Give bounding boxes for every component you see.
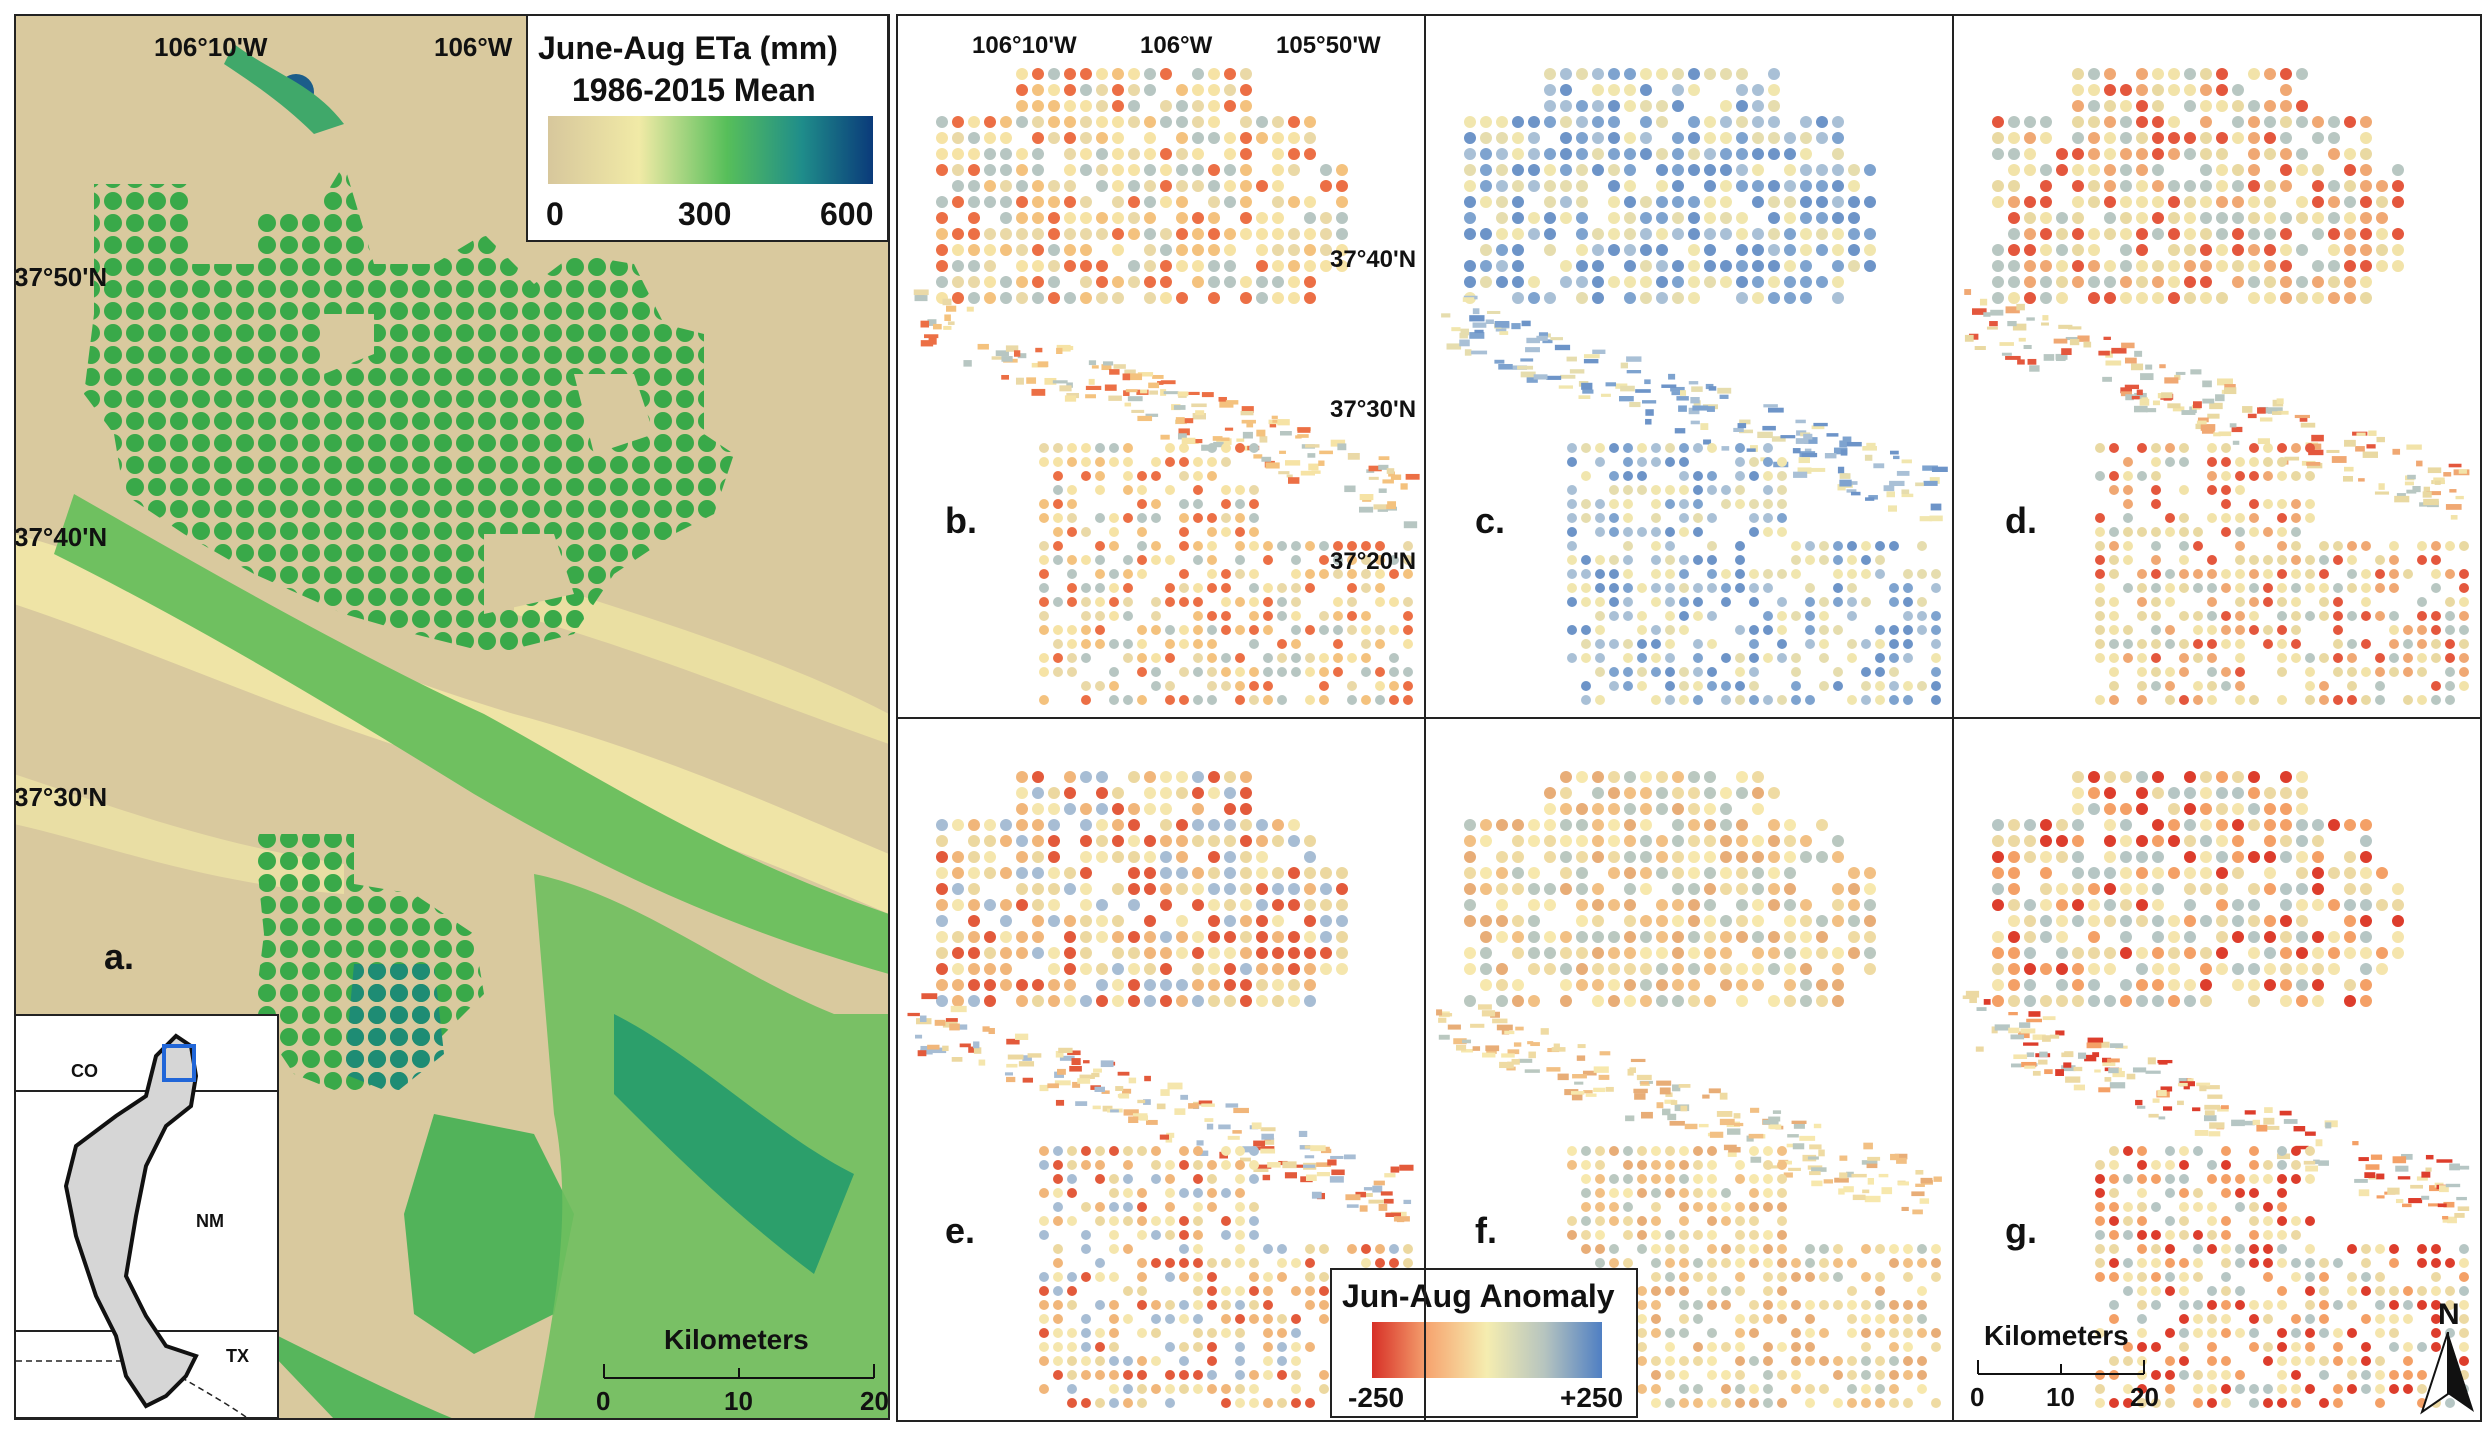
panel-a-scale-bar: Kilometers 0 10 20 <box>584 1324 889 1419</box>
scale-a-tick-10: 10 <box>724 1386 753 1416</box>
panel-c-lat-label-3: 37°20'N <box>1330 548 1417 575</box>
scale-g-tick-0: 0 <box>1970 1382 1985 1412</box>
inset-label-tx: TX <box>226 1346 250 1366</box>
anomaly-color-ramp <box>1372 1322 1602 1378</box>
legend-tick-300: 300 <box>678 196 732 232</box>
north-arrow-label: N <box>2438 1298 2460 1331</box>
inset-locator-map: CO NM TX <box>14 1014 279 1419</box>
panel-a-lon-label-2: 106°W <box>434 32 513 62</box>
panel-a-letter: a. <box>104 936 135 977</box>
panel-a-map-graphic <box>14 14 889 1419</box>
anomaly-legend: Jun-Aug Anomaly -250 +250 <box>1330 1268 1638 1418</box>
panel-g-scale-bar: Kilometers 0 10 20 <box>1964 1320 2159 1415</box>
panel-b-lon-label-3: 105°50'W <box>1276 32 1381 59</box>
panel-a-lat-label-3: 37°30'N <box>14 782 108 812</box>
panel-g-letter: g. <box>2005 1210 2037 1251</box>
inset-label-nm: NM <box>196 1211 224 1231</box>
anomaly-panels-grid <box>896 14 2480 1420</box>
panel-c-letter: c. <box>1475 500 1506 541</box>
panel-a-lat-label-1: 37°50'N <box>14 262 108 292</box>
scale-a-graphic <box>603 1364 875 1379</box>
panel-a-lon-label-1: 106°10'W <box>154 32 268 62</box>
anomaly-map-f <box>1436 771 1942 1408</box>
scale-a-tick-0: 0 <box>596 1386 611 1416</box>
anomaly-legend-tick-max: +250 <box>1560 1382 1624 1413</box>
scale-g-graphic <box>1977 1360 2145 1375</box>
scale-g-title: Kilometers <box>1984 1320 2129 1351</box>
legend-color-ramp <box>548 116 873 184</box>
scale-a-title: Kilometers <box>664 1324 809 1355</box>
anomaly-map-e <box>907 771 1414 1408</box>
anomaly-legend-tick-min: -250 <box>1348 1382 1405 1413</box>
panel-a-mean-eta-map: 106°10'W 106°W 37°50'N 37°40'N 37°30'N a… <box>14 14 889 1419</box>
panel-a-lat-label-2: 37°40'N <box>14 522 108 552</box>
panel-e-letter: e. <box>945 1210 976 1251</box>
anomaly-map-c <box>1441 68 1948 705</box>
panel-b-letter: b. <box>945 500 977 541</box>
legend-tick-0: 0 <box>546 196 564 232</box>
legend-title-line2: 1986-2015 Mean <box>572 72 816 108</box>
panel-a-legend: June-Aug ETa (mm) 1986-2015 Mean 0 300 6… <box>526 14 889 242</box>
panel-b-lon-label-2: 106°W <box>1140 32 1213 59</box>
panel-d-letter: d. <box>2005 500 2037 541</box>
anomaly-legend-title: Jun-Aug Anomaly <box>1342 1278 1615 1314</box>
north-arrow: N <box>2418 1298 2478 1416</box>
anomaly-map-g <box>1962 771 2470 1408</box>
legend-tick-600: 600 <box>820 196 874 232</box>
scale-g-tick-10: 10 <box>2046 1382 2075 1412</box>
north-arrow-icon <box>2420 1332 2474 1415</box>
panel-f-letter: f. <box>1475 1210 1497 1251</box>
legend-title-line1: June-Aug ETa (mm) <box>538 30 838 66</box>
scale-a-tick-20: 20 <box>860 1386 889 1416</box>
inset-map-graphic <box>16 1033 277 1418</box>
panel-c-lat-label-1: 37°40'N <box>1330 246 1417 273</box>
panel-b-lon-label-1: 106°10'W <box>972 32 1077 59</box>
anomaly-map-d <box>1964 68 2470 705</box>
panel-c-lat-label-2: 37°30'N <box>1330 396 1417 423</box>
anomaly-map-b <box>913 68 1420 705</box>
scale-g-tick-20: 20 <box>2130 1382 2159 1412</box>
inset-label-co: CO <box>71 1061 98 1081</box>
